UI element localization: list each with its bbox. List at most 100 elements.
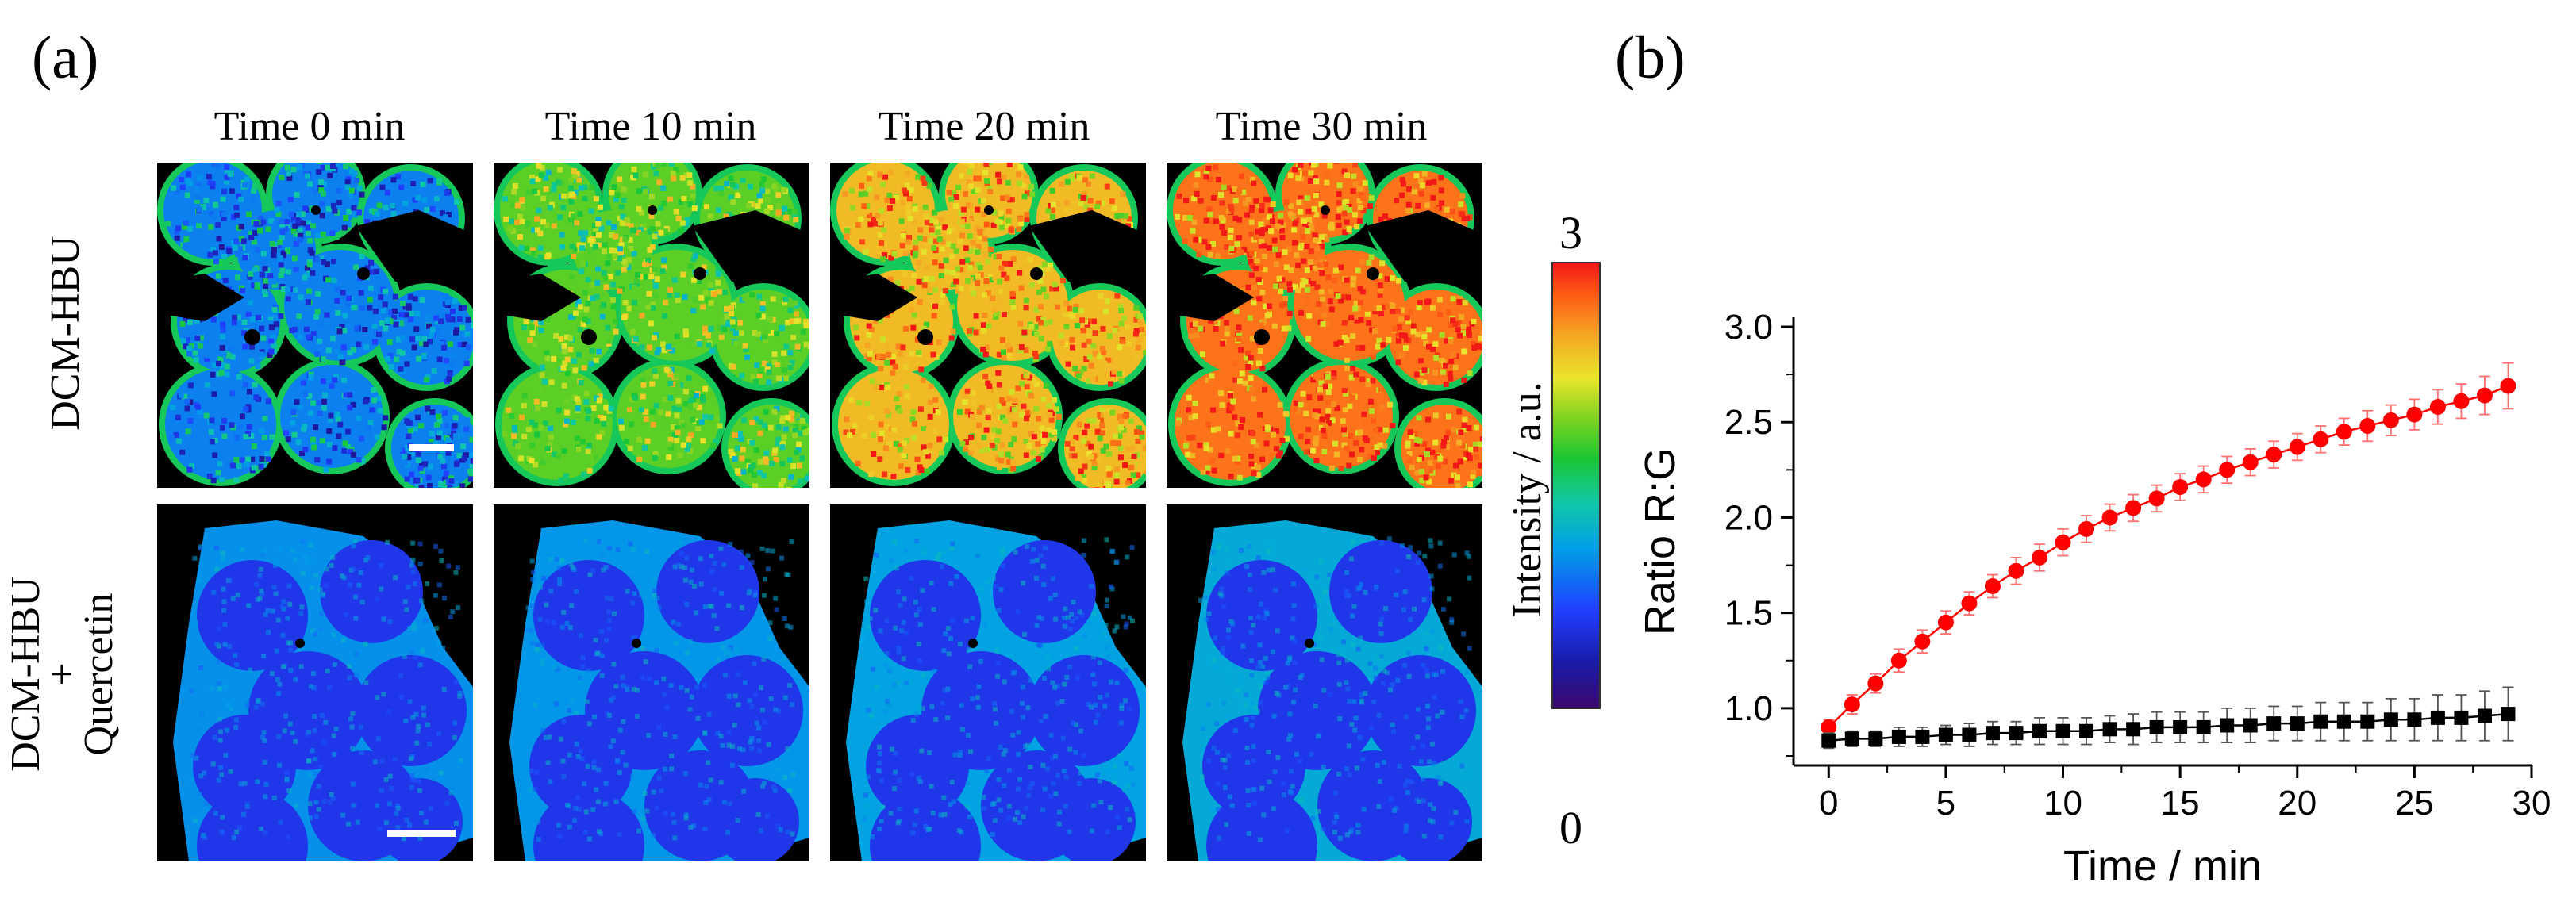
micrograph-quercetin-t10 — [494, 504, 809, 861]
series-0 — [1821, 362, 2516, 736]
series-1 — [1821, 686, 2516, 750]
data-point — [2126, 722, 2141, 737]
data-point — [2290, 716, 2305, 731]
data-point — [1984, 578, 2001, 594]
data-point — [2195, 471, 2212, 488]
data-point — [2196, 719, 2211, 734]
micrograph-image — [494, 163, 809, 488]
row-label-line: Quercetin — [76, 593, 121, 756]
y-tick-label: 2.0 — [1724, 498, 1773, 537]
x-tick-label: 30 — [2513, 784, 2551, 823]
x-tick-label: 0 — [1819, 784, 1838, 823]
data-point — [2500, 378, 2516, 394]
data-point — [2101, 509, 2118, 526]
micrograph-quercetin-t0 — [157, 504, 473, 861]
data-point — [2079, 723, 2094, 738]
micrograph-quercetin-t20 — [830, 504, 1146, 861]
x-tick-label: 20 — [2278, 784, 2316, 823]
data-point — [2220, 718, 2235, 733]
data-point — [1844, 696, 1860, 713]
data-point — [1985, 726, 2000, 741]
data-point — [2032, 723, 2047, 738]
data-point — [2360, 714, 2375, 729]
data-point — [2243, 718, 2258, 733]
data-point — [2336, 424, 2352, 440]
data-point — [1914, 633, 1931, 650]
data-point — [2149, 719, 2164, 734]
data-point — [2266, 447, 2282, 463]
data-point — [1962, 727, 1977, 742]
data-point — [2289, 439, 2305, 455]
data-point — [2102, 722, 2117, 737]
data-point — [2172, 478, 2189, 495]
y-tick-label: 3.0 — [1724, 308, 1773, 347]
y-axis-label: Ratio R:G — [1636, 447, 1684, 635]
column-title-time-30: Time 30 min — [1215, 104, 1428, 149]
micrograph-image — [1167, 504, 1482, 861]
scale-bar — [387, 830, 456, 837]
micrograph-image — [157, 504, 473, 861]
micrograph-image — [157, 163, 473, 488]
data-point — [1891, 729, 1906, 744]
data-point — [2032, 549, 2047, 566]
data-point — [2055, 534, 2071, 550]
data-point — [2454, 710, 2469, 725]
panel-b-label: (b) — [1615, 25, 1686, 91]
ratio-chart: 1.0 1.5 2.0 2.5 3.0 0 5 10 15 20 25 30 Time / min Rat… — [1636, 308, 2551, 890]
data-point — [1890, 652, 1907, 669]
data-point — [1937, 614, 1954, 631]
micrograph-dcm-hbu-t30 — [1167, 163, 1482, 488]
data-point — [2501, 707, 2516, 722]
row-label-line: DCM-HBU — [43, 236, 88, 431]
data-point — [2219, 462, 2236, 478]
data-point — [1821, 733, 1836, 748]
data-point — [2009, 726, 2024, 741]
panel-a-label: (a) — [32, 25, 99, 91]
micrograph-image — [494, 504, 809, 861]
data-point — [2148, 490, 2165, 507]
x-tick-label: 10 — [2043, 784, 2082, 823]
data-point — [2383, 712, 2398, 727]
colorbar-max-label: 3 — [1559, 207, 1582, 259]
row-label-dcm-hbu: DCM-HBU — [43, 198, 95, 468]
data-point — [2242, 454, 2259, 470]
x-tick-label: 15 — [2161, 784, 2200, 823]
micrograph-dcm-hbu-t0 — [157, 163, 473, 488]
data-point — [2359, 418, 2376, 435]
data-point — [2477, 708, 2492, 723]
x-tick-label: 25 — [2395, 784, 2434, 823]
data-point — [2173, 719, 2188, 734]
scale-bar — [409, 444, 454, 451]
micrograph-image — [830, 163, 1146, 488]
data-point — [2407, 712, 2422, 727]
data-point — [2476, 387, 2493, 404]
column-title-time-10: Time 10 min — [544, 104, 757, 149]
colorbar-min-label: 0 — [1559, 802, 1582, 853]
data-point — [2055, 723, 2070, 738]
column-title-time-0: Time 0 min — [213, 104, 406, 149]
series-line — [1828, 385, 2509, 728]
data-point — [2313, 431, 2329, 447]
data-point — [2430, 710, 2445, 725]
micrograph-dcm-hbu-t20 — [830, 163, 1146, 488]
y-tick-label: 1.0 — [1724, 689, 1773, 728]
data-point — [1844, 731, 1859, 746]
x-axis-label: Time / min — [2063, 842, 2262, 890]
data-point — [2008, 562, 2024, 579]
y-tick-label: 2.5 — [1724, 403, 1773, 442]
data-point — [2125, 500, 2142, 516]
column-title-time-20: Time 20 min — [878, 104, 1090, 149]
micrograph-quercetin-t30 — [1167, 504, 1482, 861]
data-point — [1938, 727, 1953, 742]
intensity-colorbar — [1551, 262, 1601, 709]
colorbar-axis-label: Intensity / a.u. — [1505, 382, 1550, 618]
micrograph-image — [830, 504, 1146, 861]
data-point — [1868, 731, 1883, 746]
data-point — [1821, 719, 1837, 735]
data-point — [2406, 406, 2423, 423]
micrograph-dcm-hbu-t10 — [494, 163, 809, 488]
data-point — [2266, 716, 2282, 731]
data-point — [2453, 393, 2470, 409]
data-point — [1915, 729, 1930, 744]
y-tick-label: 1.5 — [1724, 594, 1773, 633]
